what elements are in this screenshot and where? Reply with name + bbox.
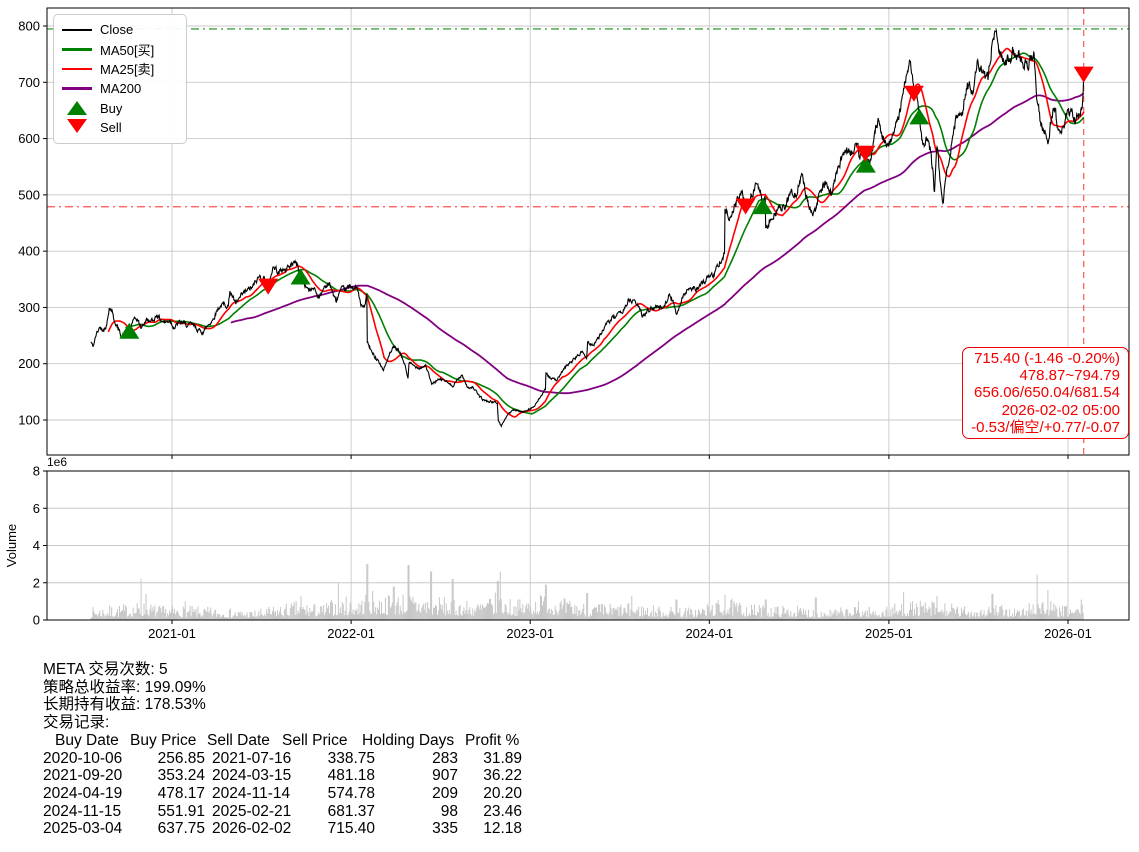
legend-label-close: Close xyxy=(100,22,134,38)
trade-table-header: Buy Date Buy Price Sell Date Sell Price … xyxy=(43,732,603,750)
svg-text:2023-01: 2023-01 xyxy=(506,626,554,641)
svg-text:8: 8 xyxy=(33,464,40,479)
col-buy-price: Buy Price xyxy=(130,731,197,749)
col-profit: Profit % xyxy=(465,731,520,749)
col-holding-days: Holding Days xyxy=(362,731,455,749)
annotation-timestamp: 2026-02-02 05:00 xyxy=(1001,401,1120,419)
price-annotation-box: 715.40 (-1.46 -0.20%) 478.87~794.79 656.… xyxy=(962,347,1129,440)
annotation-range: 478.87~794.79 xyxy=(1019,367,1120,385)
svg-text:300: 300 xyxy=(18,300,40,315)
svg-text:2021-01: 2021-01 xyxy=(148,626,196,641)
svg-text:500: 500 xyxy=(18,187,40,202)
svg-text:Volume: Volume xyxy=(4,524,19,567)
svg-text:6: 6 xyxy=(33,501,40,516)
trade-records-label: 交易记录: xyxy=(43,714,110,732)
svg-text:600: 600 xyxy=(18,131,40,146)
svg-text:800: 800 xyxy=(18,19,40,34)
svg-text:100: 100 xyxy=(18,413,40,428)
close-line-swatch xyxy=(62,28,92,32)
svg-text:4: 4 xyxy=(33,538,40,553)
legend-item-sell: Sell xyxy=(62,118,178,138)
legend-item-ma50: MA50[买] xyxy=(62,40,178,60)
strategy-summary: META 交易次数: 5 策略总收益率: 199.09% 长期持有收益: 178… xyxy=(43,661,603,838)
svg-text:700: 700 xyxy=(18,75,40,90)
ma50-line-swatch xyxy=(62,48,92,51)
ma200-line-swatch xyxy=(62,87,92,90)
annotation-last-price: 715.40 (-1.46 -0.20%) xyxy=(974,350,1120,367)
svg-text:2: 2 xyxy=(33,575,40,590)
col-sell-price: Sell Price xyxy=(282,731,348,749)
table-row: 2021-09-20 353.24 2024-03-15 481.18 907 … xyxy=(43,767,522,785)
legend-item-close: Close xyxy=(62,20,178,40)
annotation-signal: -0.53/偏空/+0.77/-0.07 xyxy=(971,418,1120,436)
svg-text:0: 0 xyxy=(33,613,40,628)
buy-triangle-icon xyxy=(62,101,92,116)
legend-label-ma25: MA25[卖] xyxy=(100,62,155,78)
svg-text:2022-01: 2022-01 xyxy=(327,626,375,641)
strategy-return-line: 策略总收益率: 199.09% xyxy=(43,678,206,696)
chart-legend: Close MA50[买] MA25[卖] MA200 Buy Sell xyxy=(53,14,187,144)
svg-text:200: 200 xyxy=(18,356,40,371)
table-row: 2025-03-04 637.75 2026-02-02 715.40 335 … xyxy=(43,820,522,838)
svg-text:1e6: 1e6 xyxy=(47,455,67,469)
legend-item-ma200: MA200 xyxy=(62,79,178,99)
svg-text:2024-01: 2024-01 xyxy=(685,626,733,641)
legend-label-ma200: MA200 xyxy=(100,81,142,97)
svg-text:2026-01: 2026-01 xyxy=(1044,626,1092,641)
col-buy-date: Buy Date xyxy=(55,731,119,749)
svg-text:2025-01: 2025-01 xyxy=(865,626,913,641)
legend-item-buy: Buy xyxy=(62,98,178,118)
hold-return-line: 长期持有收益: 178.53% xyxy=(43,696,206,714)
table-row: 2024-11-15 551.91 2025-02-21 681.37 98 2… xyxy=(43,802,522,820)
sell-triangle-icon xyxy=(62,118,92,133)
col-sell-date: Sell Date xyxy=(207,731,270,749)
ma25-line-swatch xyxy=(62,67,92,71)
table-row: 2020-10-06 256.85 2021-07-16 338.75 283 … xyxy=(43,749,522,767)
legend-label-ma50: MA50[买] xyxy=(100,42,155,58)
legend-item-ma25: MA25[卖] xyxy=(62,59,178,79)
trade-count-line: META 交易次数: 5 xyxy=(43,661,168,678)
legend-label-sell: Sell xyxy=(100,120,122,136)
table-row: 2024-04-19 478.17 2024-11-14 574.78 209 … xyxy=(43,784,522,802)
svg-text:400: 400 xyxy=(18,244,40,259)
annotation-ma-values: 656.06/650.04/681.54 xyxy=(974,384,1120,402)
legend-label-buy: Buy xyxy=(100,100,123,116)
